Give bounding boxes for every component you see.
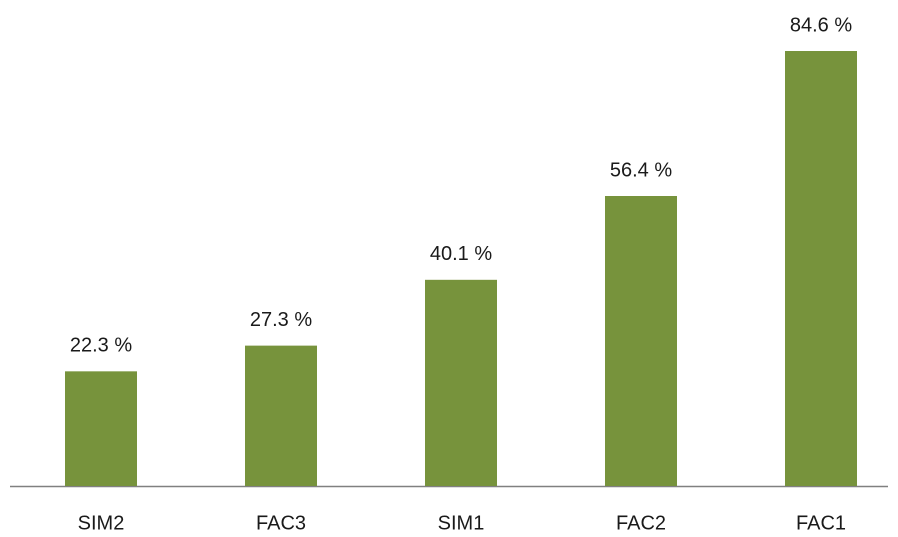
- x-tick-label: FAC3: [256, 512, 306, 534]
- data-label: 56.4 %: [610, 159, 672, 181]
- data-label: 84.6 %: [790, 14, 852, 36]
- x-tick-label: SIM1: [438, 512, 485, 534]
- bar: [605, 196, 677, 486]
- bar: [785, 51, 857, 486]
- data-label: 40.1 %: [430, 243, 492, 265]
- data-label: 22.3 %: [70, 335, 132, 357]
- bar: [245, 345, 317, 486]
- data-label: 27.3 %: [250, 309, 312, 331]
- x-tick-label: FAC1: [796, 512, 846, 534]
- bar: [65, 371, 137, 486]
- bar: [425, 279, 497, 486]
- x-tick-label: FAC2: [616, 512, 666, 534]
- x-tick-label: SIM2: [78, 512, 125, 534]
